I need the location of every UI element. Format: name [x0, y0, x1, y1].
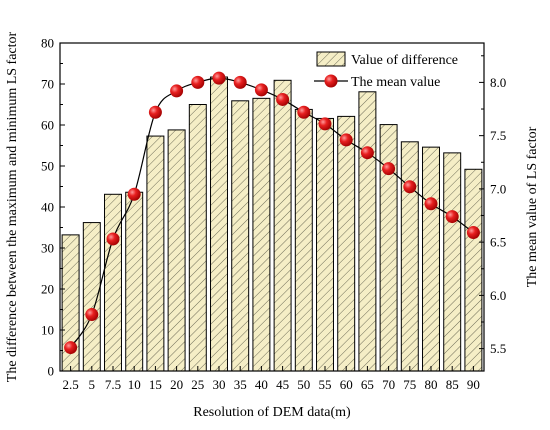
point-7.5: [106, 232, 120, 246]
point-20: [170, 84, 184, 98]
y-right-tick-label: 7.0: [490, 181, 506, 196]
plot-frame: [59, 42, 485, 372]
point-65: [360, 146, 374, 160]
y-left-axis-title: The difference between the maximum and m…: [5, 31, 20, 382]
bar-20: [167, 129, 186, 372]
x-tick-label: 25: [191, 377, 204, 392]
bar-85: [443, 152, 462, 372]
y-left-tick-label: 60: [41, 118, 54, 133]
y-left-tick-label: 0: [48, 364, 55, 379]
x-tick-label: 90: [467, 377, 480, 392]
x-tick-label: 7.5: [105, 377, 121, 392]
y-right-tick-label: 5.5: [490, 341, 506, 356]
ticks-layer: [60, 42, 484, 372]
point-50: [297, 105, 311, 119]
point-80: [424, 197, 438, 211]
x-tick-label: 2.5: [62, 377, 78, 392]
point-2.5: [64, 341, 78, 355]
x-tick-label: 85: [446, 377, 459, 392]
bar-40: [252, 97, 271, 372]
point-70: [382, 162, 396, 176]
bar-7.5: [104, 193, 122, 372]
point-15: [148, 105, 162, 119]
y-right-tick-label: 7.5: [490, 128, 506, 143]
x-tick-label: 65: [361, 377, 374, 392]
y-left-tick-label: 10: [41, 323, 54, 338]
point-90: [466, 226, 480, 240]
legend: Value of difference The mean value: [314, 51, 458, 90]
x-tick-label: 45: [276, 377, 289, 392]
point-45: [276, 92, 290, 106]
y-left-tick-label: 80: [41, 36, 54, 51]
bar-70: [379, 124, 398, 372]
legend-point-swatch: [324, 74, 338, 88]
bar-30: [210, 76, 228, 372]
point-35: [233, 75, 247, 89]
y-right-tick-label: 6.5: [490, 235, 506, 250]
y-right-tick-label: 6.0: [490, 288, 506, 303]
bar-25: [188, 104, 207, 372]
y-left-tick-label: 40: [41, 200, 54, 215]
point-55: [318, 117, 332, 131]
x-tick-label: 80: [425, 377, 438, 392]
bar-10: [125, 191, 144, 372]
legend-bar-label: Value of difference: [351, 53, 458, 68]
x-tick-label: 50: [297, 377, 310, 392]
points-layer: [64, 71, 480, 355]
x-tick-label: 70: [382, 377, 395, 392]
x-tick-label: 15: [149, 377, 162, 392]
x-tick-label: 30: [213, 377, 226, 392]
y-left-tick-label: 20: [41, 282, 54, 297]
point-60: [339, 133, 353, 147]
bar-35: [231, 100, 250, 372]
point-40: [254, 83, 268, 97]
bar-90: [464, 168, 483, 372]
point-10: [127, 187, 141, 201]
y-right-axis-title: The mean value of LS factor: [525, 126, 540, 287]
bar-45: [273, 79, 292, 372]
x-tick-label: 40: [255, 377, 268, 392]
legend-bar-swatch: [316, 51, 346, 67]
x-tick-label: 55: [319, 377, 332, 392]
bar-60: [337, 115, 356, 372]
x-tick-label: 75: [403, 377, 416, 392]
x-tick-label: 10: [128, 377, 141, 392]
point-25: [191, 75, 205, 89]
bar-65: [358, 91, 377, 372]
bar-15: [146, 135, 165, 372]
y-left-tick-label: 30: [41, 241, 54, 256]
y-right-tick-label: 8.0: [490, 75, 506, 90]
x-tick-label: 60: [340, 377, 353, 392]
point-30: [212, 71, 226, 85]
bar-55: [316, 117, 334, 372]
bar-80: [422, 146, 440, 372]
y-left-tick-label: 50: [41, 159, 54, 174]
legend-line-label: The mean value: [351, 75, 440, 90]
point-85: [445, 210, 459, 224]
bars-layer: [61, 76, 483, 372]
y-left-tick-label: 70: [41, 77, 54, 92]
point-75: [403, 180, 417, 194]
bar-75: [400, 141, 419, 372]
x-tick-label: 5: [89, 377, 96, 392]
x-tick-label: 35: [234, 377, 247, 392]
x-tick-label: 20: [170, 377, 183, 392]
point-5: [85, 308, 99, 322]
x-axis-title: Resolution of DEM data(m): [193, 405, 351, 420]
bar-50: [294, 108, 313, 372]
